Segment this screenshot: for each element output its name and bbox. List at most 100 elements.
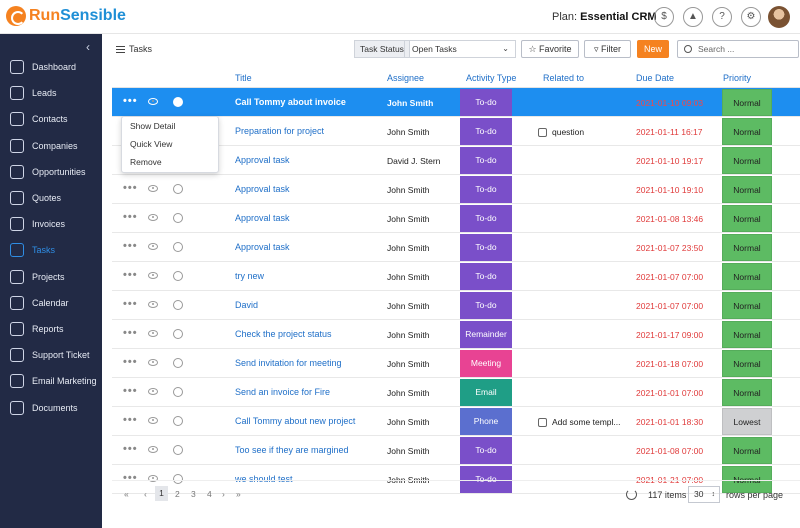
favorite-button[interactable]: ☆ Favorite: [521, 40, 579, 58]
more-actions-icon[interactable]: •••: [123, 443, 138, 455]
complete-check-icon[interactable]: [173, 184, 183, 194]
table-row[interactable]: ••• Check the project status John Smith Rem…: [112, 320, 800, 349]
more-actions-icon[interactable]: •••: [123, 95, 138, 107]
more-actions-icon[interactable]: •••: [123, 385, 138, 397]
new-button[interactable]: New: [637, 40, 669, 58]
table-row[interactable]: ••• Call Tommy about invoice John Smith To-…: [112, 88, 800, 117]
task-title-link[interactable]: Too see if they are margined: [235, 445, 349, 455]
sidebar-item-support-ticket[interactable]: Support Ticket: [0, 345, 102, 365]
task-title-link[interactable]: try new: [235, 271, 265, 281]
related-to[interactable]: Add some templ...: [538, 417, 621, 427]
more-actions-icon[interactable]: •••: [123, 356, 138, 368]
table-row[interactable]: ••• Too see if they are margined John Smit…: [112, 436, 800, 465]
task-title-link[interactable]: Call Tommy about new project: [235, 416, 356, 426]
sidebar-item-email-marketing[interactable]: Email Marketing: [0, 371, 102, 391]
page-size-select[interactable]: 30 ↕: [688, 486, 720, 503]
table-row[interactable]: ••• Approval task John Smith To-do 2021-01-0…: [112, 204, 800, 233]
complete-check-icon[interactable]: [173, 387, 183, 397]
page-3[interactable]: 3: [191, 489, 196, 499]
complete-check-icon[interactable]: [173, 97, 183, 107]
task-title-link[interactable]: Approval task: [235, 242, 290, 252]
sidebar-item-companies[interactable]: Companies: [0, 136, 102, 156]
menu-remove[interactable]: Remove: [130, 157, 162, 167]
complete-check-icon[interactable]: [173, 213, 183, 223]
sidebar-item-calendar[interactable]: Calendar: [0, 293, 102, 313]
search-input[interactable]: Search ...: [677, 40, 799, 58]
complete-check-icon[interactable]: [173, 358, 183, 368]
sidebar-item-contacts[interactable]: Contacts: [0, 109, 102, 129]
complete-check-icon[interactable]: [173, 271, 183, 281]
complete-check-icon[interactable]: [173, 329, 183, 339]
sidebar-item-documents[interactable]: Documents: [0, 398, 102, 418]
sidebar-item-tasks[interactable]: Tasks: [0, 240, 102, 260]
complete-check-icon[interactable]: [173, 445, 183, 455]
brand-logo[interactable]: Run Sensible: [6, 6, 126, 26]
task-title-link[interactable]: Preparation for project: [235, 126, 325, 136]
eye-icon[interactable]: [148, 185, 158, 192]
task-title-link[interactable]: Send an invoice for Fire: [235, 387, 331, 397]
task-status-select[interactable]: Open Tasks ⌄: [404, 40, 516, 58]
col-assignee[interactable]: Assignee: [387, 73, 425, 83]
table-row[interactable]: ••• try new John Smith To-do 2021-01-07 07:0…: [112, 262, 800, 291]
task-title-link[interactable]: Send invitation for meeting: [235, 358, 342, 368]
eye-icon[interactable]: [148, 446, 158, 453]
eye-icon[interactable]: [148, 417, 158, 424]
refresh-icon[interactable]: [626, 489, 637, 500]
task-title-link[interactable]: we should test: [235, 474, 293, 484]
task-title-link[interactable]: Check the project status: [235, 329, 332, 339]
complete-check-icon[interactable]: [173, 474, 183, 484]
col-priority[interactable]: Priority: [723, 73, 752, 83]
eye-icon[interactable]: [148, 475, 158, 482]
task-title-link[interactable]: David: [235, 300, 259, 310]
help-icon[interactable]: ?: [712, 7, 732, 27]
page-2[interactable]: 2: [175, 489, 180, 499]
more-actions-icon[interactable]: •••: [123, 327, 138, 339]
table-row[interactable]: ••• Send an invoice for Fire John Smith Ema…: [112, 378, 800, 407]
eye-icon[interactable]: [148, 214, 158, 221]
task-title-link[interactable]: Approval task: [235, 155, 290, 165]
next-page-button[interactable]: ›: [222, 489, 225, 499]
menu-show-detail[interactable]: Show Detail: [130, 121, 176, 131]
sidebar-item-dashboard[interactable]: Dashboard: [0, 57, 102, 77]
more-actions-icon[interactable]: •••: [123, 269, 138, 281]
more-actions-icon[interactable]: •••: [123, 472, 138, 484]
gear-icon[interactable]: ⚙: [741, 7, 761, 27]
col-title[interactable]: Title: [235, 73, 252, 83]
sidebar-item-projects[interactable]: Projects: [0, 267, 102, 287]
complete-check-icon[interactable]: [173, 300, 183, 310]
page-1[interactable]: 1: [155, 486, 168, 501]
eye-icon[interactable]: [148, 98, 158, 105]
task-title-link[interactable]: Approval task: [235, 184, 290, 194]
related-to[interactable]: question: [538, 127, 584, 137]
first-page-button[interactable]: «: [124, 489, 129, 499]
complete-check-icon[interactable]: [173, 416, 183, 426]
more-actions-icon[interactable]: •••: [123, 211, 138, 223]
avatar[interactable]: [768, 6, 790, 28]
complete-check-icon[interactable]: [173, 242, 183, 252]
sidebar-item-quotes[interactable]: Quotes: [0, 188, 102, 208]
dollar-icon[interactable]: $: [654, 7, 674, 27]
menu-quick-view[interactable]: Quick View: [130, 139, 173, 149]
eye-icon[interactable]: [148, 301, 158, 308]
more-actions-icon[interactable]: •••: [123, 240, 138, 252]
collapse-chevron-icon[interactable]: ‹: [86, 40, 90, 54]
more-actions-icon[interactable]: •••: [123, 298, 138, 310]
rocket-icon[interactable]: ▲: [683, 7, 703, 27]
more-actions-icon[interactable]: •••: [123, 182, 138, 194]
sidebar-item-opportunities[interactable]: Opportunities: [0, 162, 102, 182]
sidebar-item-reports[interactable]: Reports: [0, 319, 102, 339]
col-activity-type[interactable]: Activity Type: [466, 73, 517, 83]
eye-icon[interactable]: [148, 243, 158, 250]
task-title-link[interactable]: Call Tommy about invoice: [235, 97, 346, 107]
table-row[interactable]: ••• Call Tommy about new project John Smit…: [112, 407, 800, 436]
sidebar-item-invoices[interactable]: Invoices: [0, 214, 102, 234]
eye-icon[interactable]: [148, 359, 158, 366]
table-row[interactable]: ••• David John Smith To-do 2021-01-07 07:00 N…: [112, 291, 800, 320]
last-page-button[interactable]: »: [236, 489, 241, 499]
col-related-to[interactable]: Related to: [543, 73, 585, 83]
sidebar-item-leads[interactable]: Leads: [0, 83, 102, 103]
eye-icon[interactable]: [148, 272, 158, 279]
prev-page-button[interactable]: ‹: [144, 489, 147, 499]
filter-button[interactable]: ▿ Filter: [584, 40, 631, 58]
